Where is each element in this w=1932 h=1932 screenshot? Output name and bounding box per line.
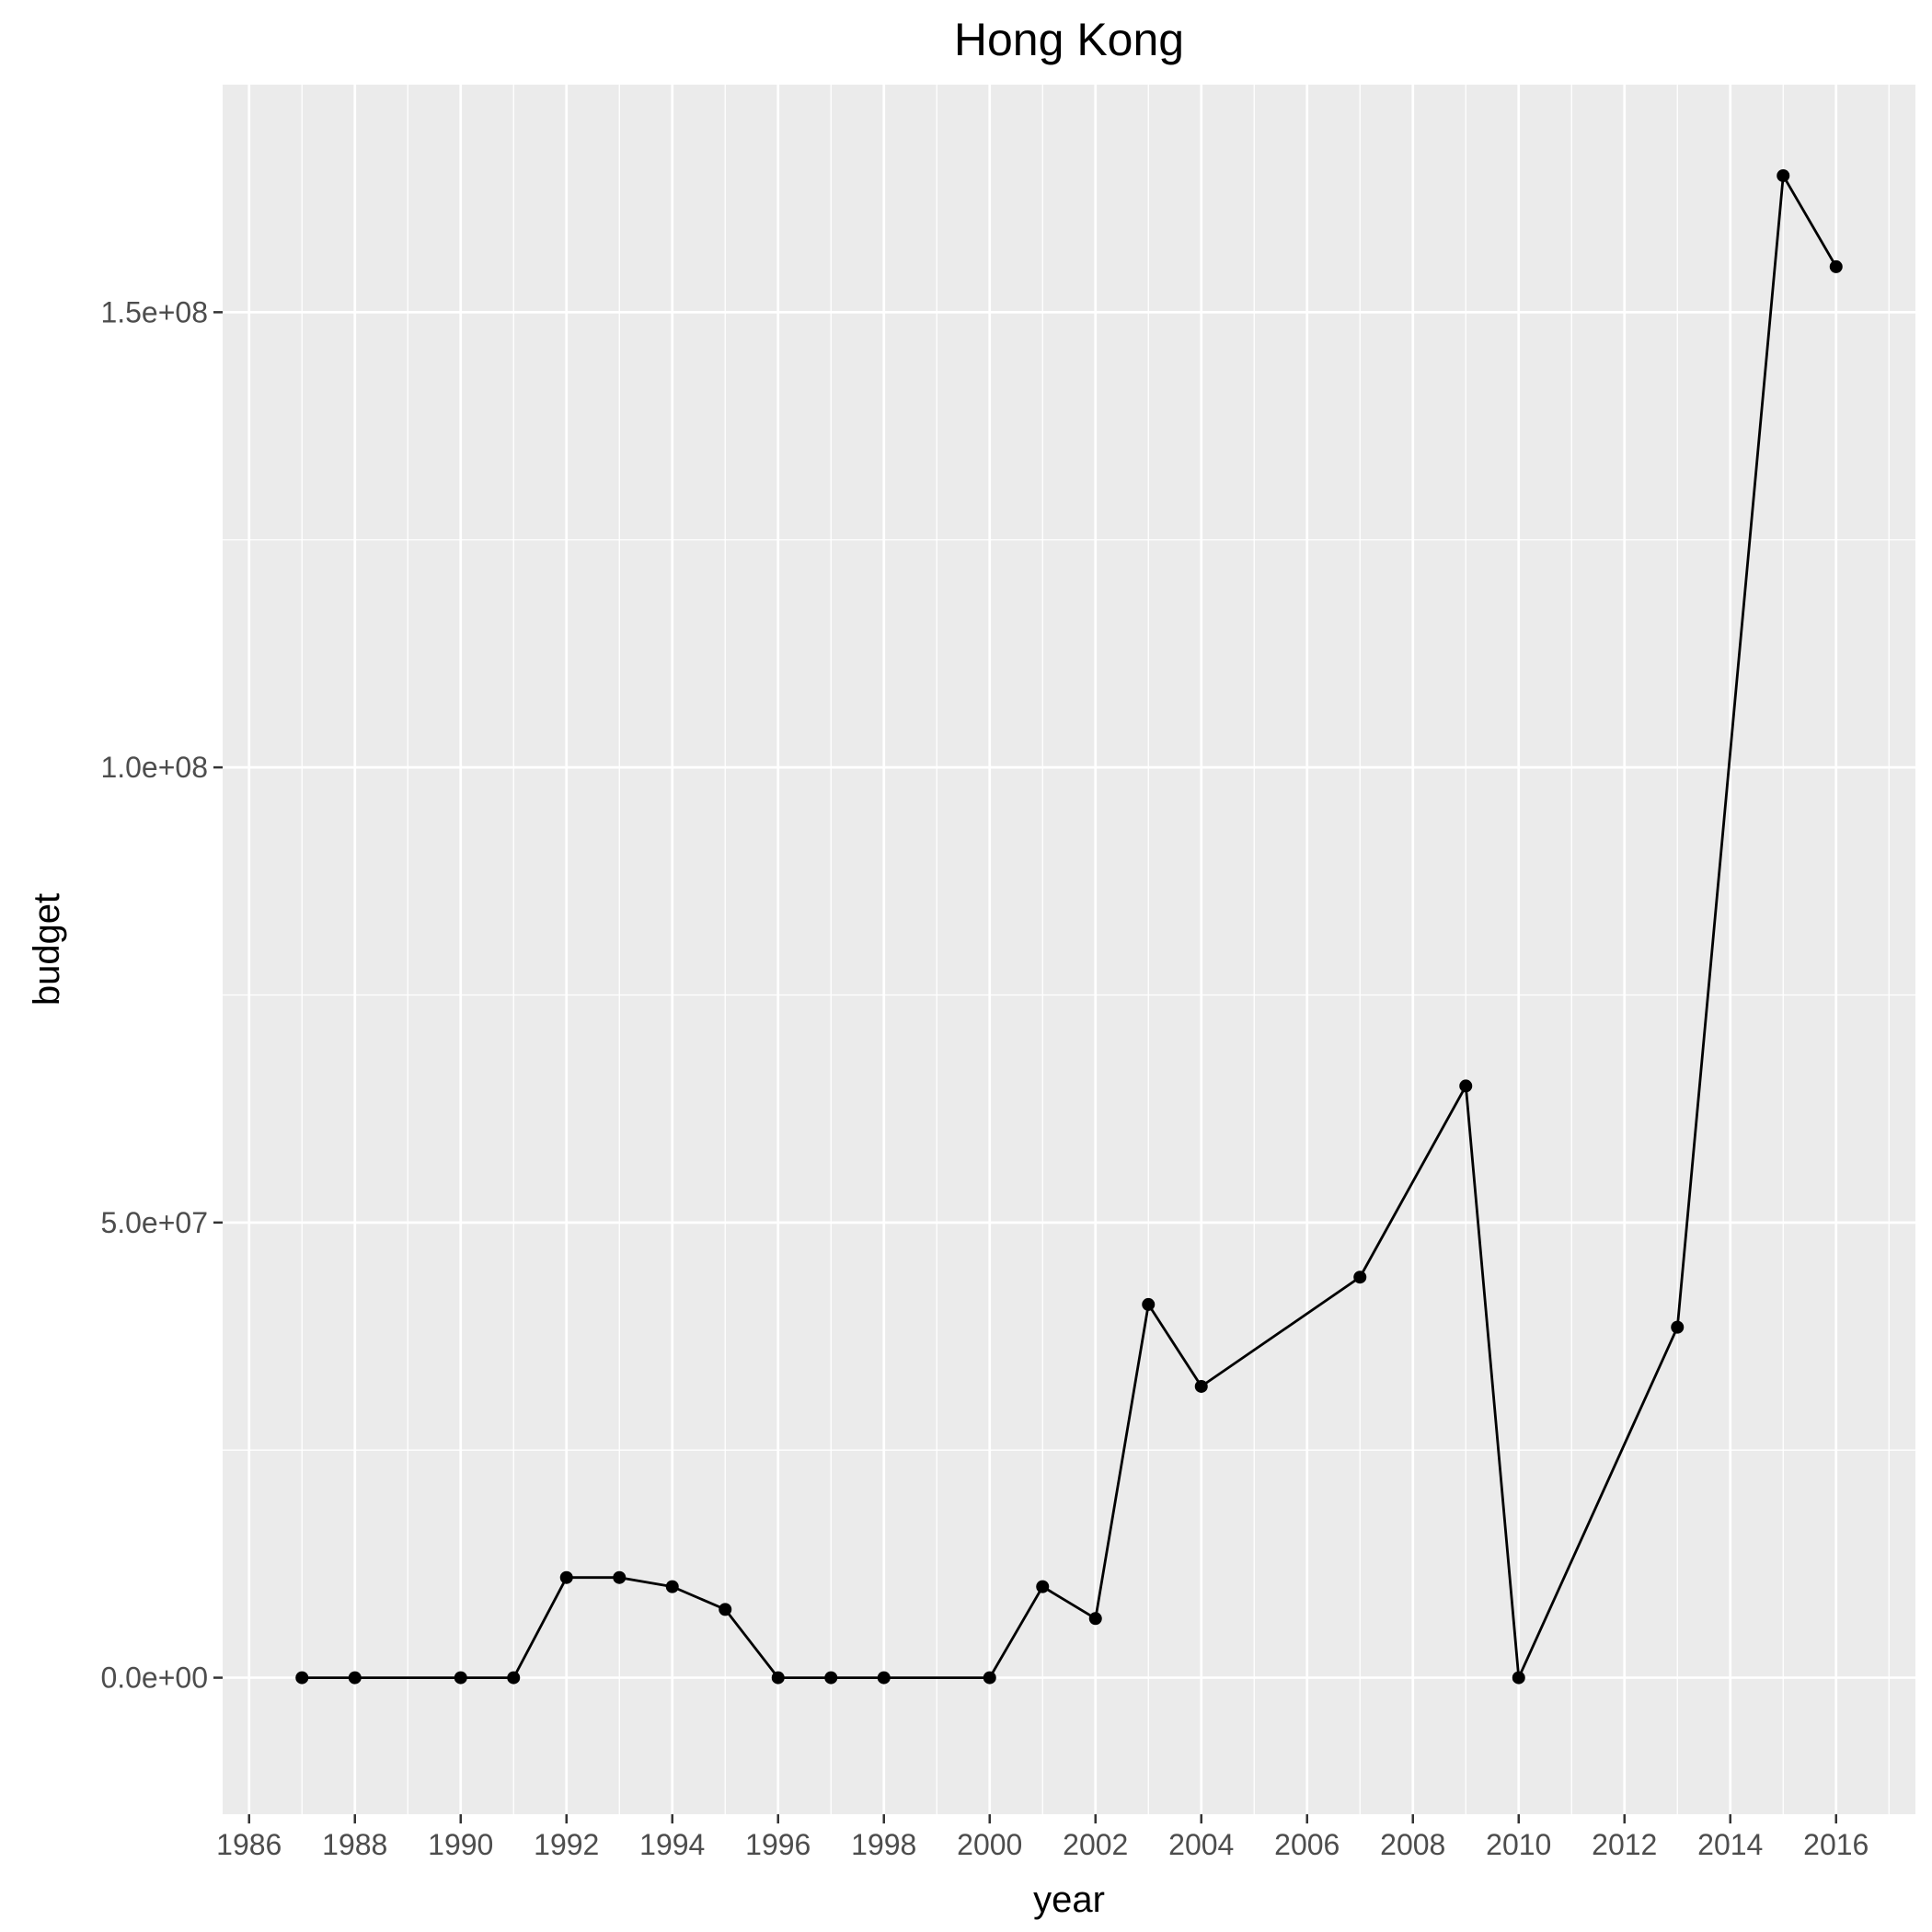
axis-ticks bbox=[213, 311, 1837, 1823]
y-tick-label: 0.0e+00 bbox=[100, 1662, 208, 1695]
x-tick-label: 2016 bbox=[1803, 1828, 1869, 1861]
x-tick-label: 1990 bbox=[428, 1828, 493, 1861]
y-axis-title: budget bbox=[27, 893, 67, 1006]
data-point bbox=[507, 1671, 521, 1685]
data-point bbox=[295, 1671, 309, 1685]
data-point bbox=[1777, 168, 1790, 182]
data-point bbox=[1459, 1079, 1473, 1093]
x-tick-label: 1986 bbox=[216, 1828, 282, 1861]
major-gridlines bbox=[223, 85, 1915, 1814]
minor-gridlines bbox=[223, 85, 1915, 1814]
data-point bbox=[559, 1570, 573, 1584]
data-point bbox=[1512, 1671, 1525, 1685]
x-tick-label: 2004 bbox=[1168, 1828, 1234, 1861]
data-point bbox=[348, 1671, 362, 1685]
x-tick-label: 1988 bbox=[322, 1828, 387, 1861]
data-point bbox=[719, 1603, 732, 1616]
chart-title: Hong Kong bbox=[954, 14, 1184, 65]
plot-panel bbox=[223, 85, 1915, 1814]
y-tick-label: 1.0e+08 bbox=[100, 751, 208, 784]
x-tick-label: 2002 bbox=[1063, 1828, 1128, 1861]
data-point bbox=[613, 1570, 627, 1584]
y-axis-tick-labels: 0.0e+00 5.0e+07 1.0e+08 1.5e+08 bbox=[100, 295, 208, 1694]
data-point bbox=[771, 1671, 785, 1685]
x-tick-label: 2012 bbox=[1592, 1828, 1657, 1861]
x-tick-label: 2010 bbox=[1486, 1828, 1551, 1861]
data-point bbox=[1088, 1612, 1102, 1626]
x-tick-label: 1992 bbox=[534, 1828, 599, 1861]
x-axis-title: year bbox=[1033, 1880, 1105, 1920]
x-tick-label: 2008 bbox=[1380, 1828, 1445, 1861]
data-point bbox=[1036, 1580, 1050, 1593]
data-point bbox=[1829, 259, 1843, 273]
x-tick-label: 1994 bbox=[639, 1828, 705, 1861]
series-line bbox=[302, 174, 1838, 1679]
series-layer bbox=[295, 168, 1843, 1685]
x-tick-label: 1996 bbox=[745, 1828, 811, 1861]
data-point bbox=[1671, 1320, 1685, 1334]
x-tick-label: 2006 bbox=[1274, 1828, 1340, 1861]
y-tick-label: 1.5e+08 bbox=[100, 295, 208, 328]
data-point bbox=[454, 1671, 467, 1685]
data-point bbox=[665, 1580, 679, 1593]
x-axis-tick-labels: 1986 1988 1990 1992 1994 1996 1998 2000 2002 2004… bbox=[216, 1828, 1869, 1861]
y-tick-label: 5.0e+07 bbox=[100, 1206, 208, 1239]
x-tick-label: 2014 bbox=[1697, 1828, 1763, 1861]
x-tick-label: 2000 bbox=[957, 1828, 1022, 1861]
data-point bbox=[1142, 1297, 1156, 1311]
x-tick-label: 1998 bbox=[851, 1828, 916, 1861]
data-point bbox=[1194, 1379, 1208, 1393]
data-point bbox=[824, 1671, 838, 1685]
data-point bbox=[983, 1671, 996, 1685]
data-point bbox=[877, 1671, 891, 1685]
data-point bbox=[1353, 1271, 1367, 1284]
